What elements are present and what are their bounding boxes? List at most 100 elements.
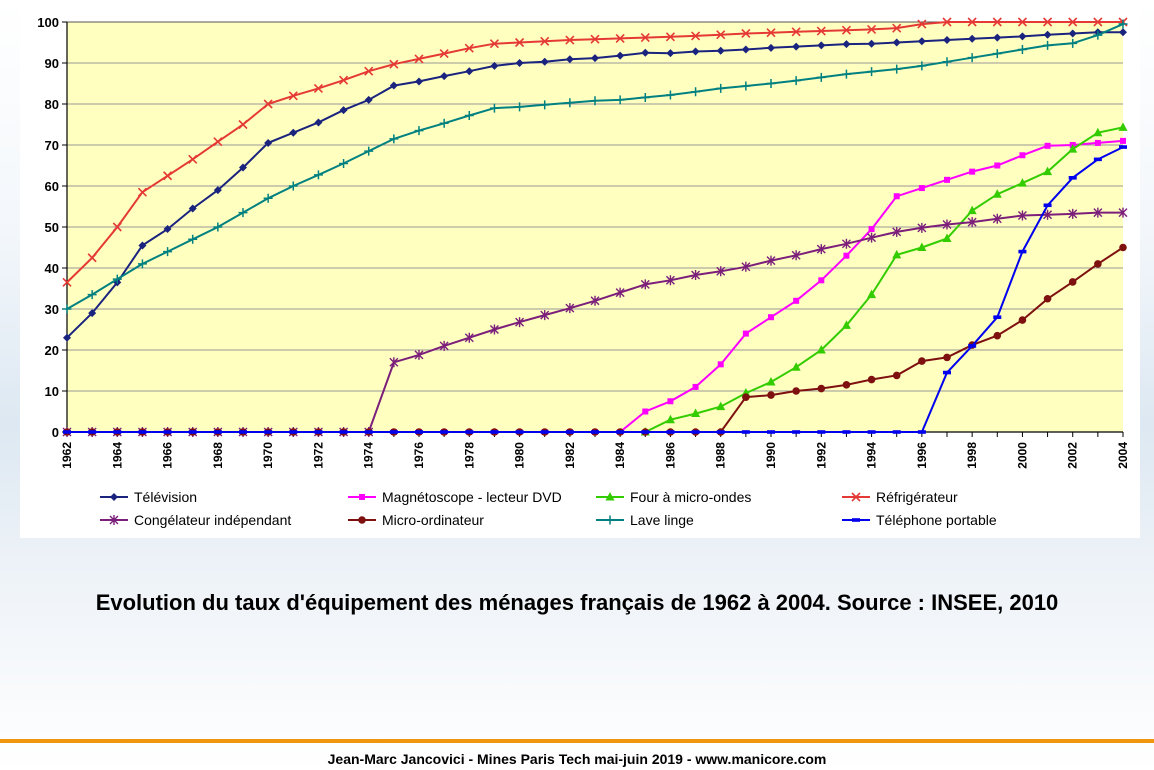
legend-item: Réfrigérateur (842, 489, 958, 505)
data-point (63, 333, 71, 342)
data-point (892, 38, 901, 47)
data-point (666, 49, 675, 58)
data-point (565, 55, 574, 64)
data-point (263, 193, 273, 203)
data-point (515, 37, 525, 48)
series-layer (62, 17, 1128, 437)
legend-label: Réfrigérateur (876, 489, 958, 505)
legend-item: Lave linge (596, 512, 694, 528)
data-point (992, 189, 1002, 198)
data-point (615, 287, 625, 298)
data-point (540, 430, 549, 434)
data-point (691, 47, 700, 56)
data-point (943, 36, 951, 45)
data-point (439, 118, 449, 128)
data-point (993, 33, 1002, 42)
data-point (616, 51, 625, 60)
data-point (640, 92, 650, 102)
data-point (994, 162, 1001, 169)
data-point (439, 49, 449, 59)
data-point (1017, 178, 1027, 187)
data-point (741, 28, 751, 39)
x-tick-label: 1992 (814, 442, 828, 469)
data-point (968, 34, 977, 43)
data-point (741, 81, 751, 91)
data-point (137, 259, 147, 269)
data-point (817, 384, 826, 393)
data-point (389, 430, 398, 434)
x-tick-label: 1972 (311, 442, 325, 469)
data-point (868, 226, 875, 233)
x-tick-label: 2000 (1015, 442, 1029, 469)
data-point (867, 39, 876, 48)
data-point (440, 430, 449, 434)
data-point (289, 430, 298, 434)
data-point (464, 332, 474, 343)
data-point (1068, 144, 1078, 153)
data-point (665, 414, 675, 424)
data-point (590, 96, 600, 106)
y-tick-label: 20 (45, 343, 59, 358)
data-point (1043, 30, 1052, 39)
data-point (239, 430, 247, 434)
data-point (414, 54, 424, 64)
legend-item: Congélateur indépendant (100, 512, 291, 528)
data-point (213, 222, 223, 232)
data-point (917, 242, 927, 251)
data-point (1068, 208, 1078, 219)
series-line (644, 126, 1124, 433)
data-point (590, 295, 600, 306)
data-point (138, 241, 147, 250)
data-point (339, 430, 348, 434)
data-point (88, 430, 97, 434)
y-tick-label: 50 (45, 220, 59, 235)
data-point (942, 219, 952, 230)
data-point (967, 205, 977, 215)
data-point (792, 387, 800, 395)
x-tick-label: 1996 (915, 442, 929, 469)
x-tick-label: 1964 (110, 442, 124, 469)
data-point (1093, 157, 1102, 162)
data-point (691, 31, 701, 41)
data-point (892, 64, 902, 74)
data-point (841, 69, 851, 79)
data-point (641, 48, 650, 57)
data-point (969, 168, 976, 175)
data-point (1018, 316, 1027, 324)
data-point (238, 208, 248, 218)
data-point (767, 391, 775, 399)
data-point (791, 76, 801, 86)
data-point (766, 255, 776, 266)
data-point (213, 137, 223, 147)
data-point (967, 17, 977, 27)
data-point (263, 99, 273, 109)
data-point (389, 81, 398, 90)
figure-caption: Evolution du taux d'équipement des ménag… (95, 590, 1059, 615)
legend-label: Magnétoscope - lecteur DVD (382, 489, 562, 505)
y-tick-label: 40 (45, 261, 59, 276)
legend-marker (110, 493, 118, 501)
x-tick-label: 1980 (513, 442, 527, 469)
data-point (993, 331, 1002, 340)
data-point (1119, 28, 1127, 37)
data-point (943, 370, 951, 375)
data-point (766, 376, 776, 386)
data-point (791, 250, 801, 261)
data-point (917, 430, 926, 434)
data-point (63, 430, 71, 434)
legend-item: Téléphone portable (842, 512, 997, 528)
data-point (691, 408, 701, 418)
legend-marker (851, 492, 861, 502)
data-point (867, 232, 877, 243)
data-point (992, 49, 1002, 59)
data-point (188, 154, 198, 164)
legend-label: Four à micro-ondes (630, 489, 751, 505)
x-tick-label: 2004 (1116, 442, 1130, 469)
data-point (716, 401, 726, 411)
data-point (364, 430, 373, 434)
data-point (717, 361, 724, 368)
data-point (742, 330, 749, 337)
data-point (540, 57, 549, 66)
data-point (1043, 203, 1052, 208)
